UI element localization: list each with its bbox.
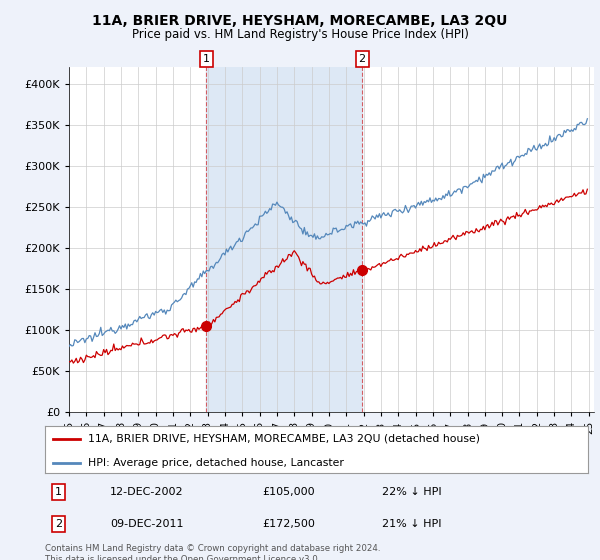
- Text: 1: 1: [55, 487, 62, 497]
- Text: 09-DEC-2011: 09-DEC-2011: [110, 519, 184, 529]
- Text: 22% ↓ HPI: 22% ↓ HPI: [382, 487, 441, 497]
- Text: Price paid vs. HM Land Registry's House Price Index (HPI): Price paid vs. HM Land Registry's House …: [131, 28, 469, 41]
- Text: 12-DEC-2002: 12-DEC-2002: [110, 487, 184, 497]
- Text: HPI: Average price, detached house, Lancaster: HPI: Average price, detached house, Lanc…: [88, 458, 344, 468]
- Text: 2: 2: [55, 519, 62, 529]
- Text: 21% ↓ HPI: 21% ↓ HPI: [382, 519, 441, 529]
- Text: Contains HM Land Registry data © Crown copyright and database right 2024.
This d: Contains HM Land Registry data © Crown c…: [45, 544, 380, 560]
- Text: 1: 1: [203, 54, 210, 64]
- Bar: [206, 67, 362, 412]
- Text: 11A, BRIER DRIVE, HEYSHAM, MORECAMBE, LA3 2QU: 11A, BRIER DRIVE, HEYSHAM, MORECAMBE, LA…: [92, 14, 508, 28]
- Text: £172,500: £172,500: [262, 519, 315, 529]
- Text: 2: 2: [359, 54, 366, 64]
- Text: £105,000: £105,000: [262, 487, 315, 497]
- Text: 11A, BRIER DRIVE, HEYSHAM, MORECAMBE, LA3 2QU (detached house): 11A, BRIER DRIVE, HEYSHAM, MORECAMBE, LA…: [88, 434, 481, 444]
